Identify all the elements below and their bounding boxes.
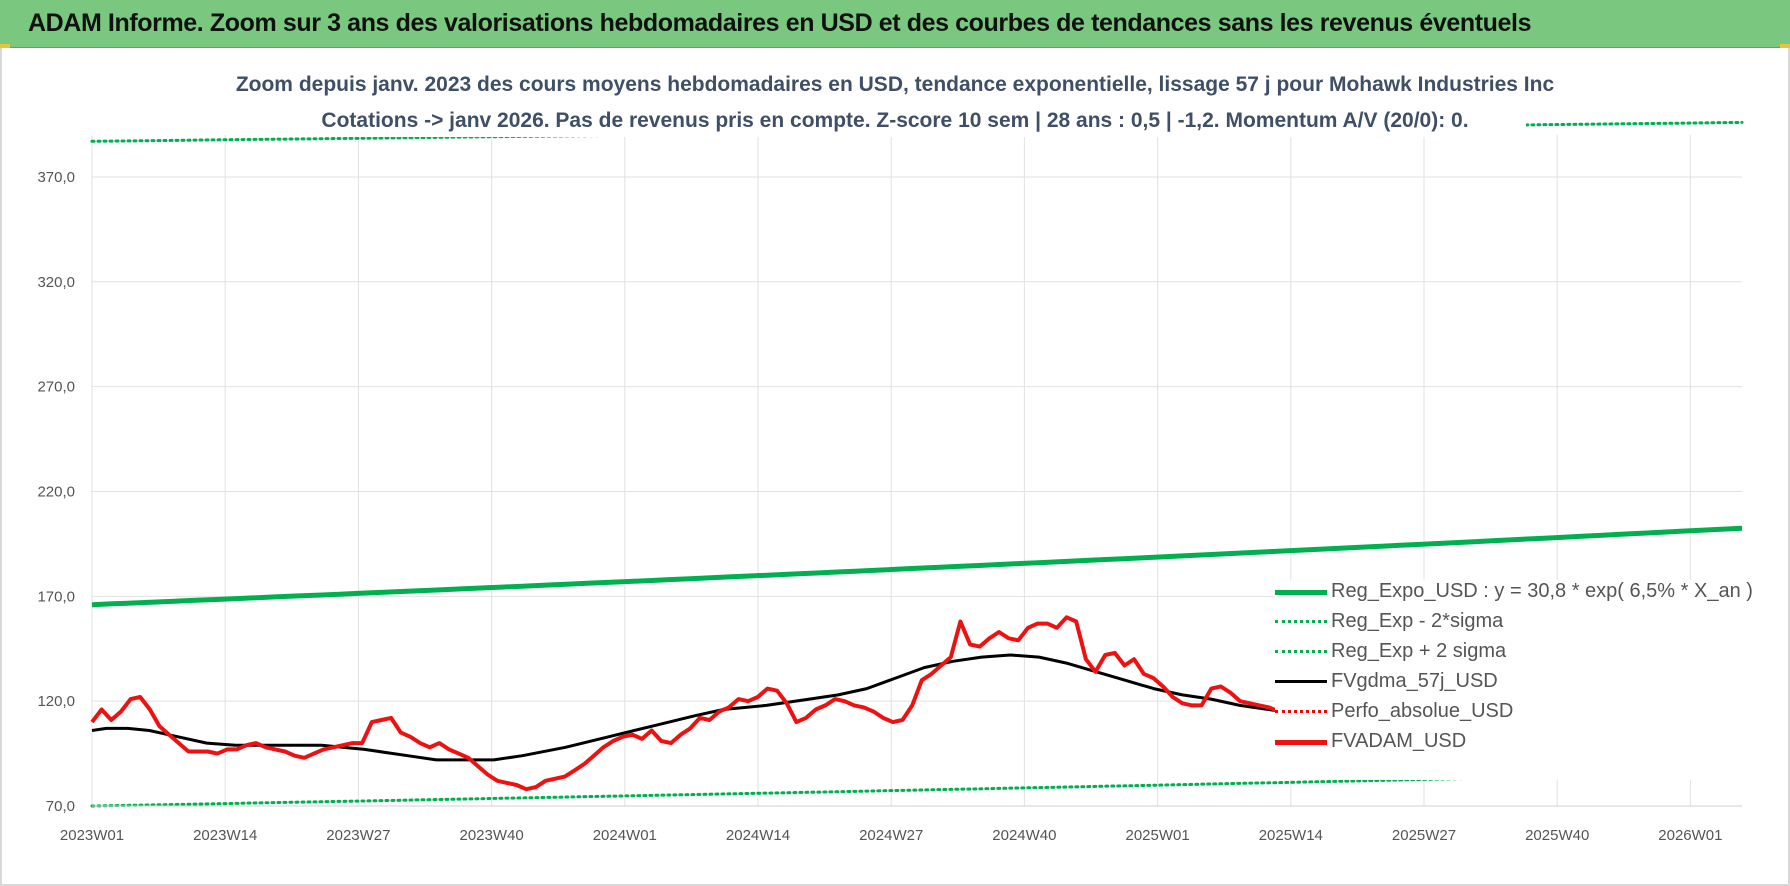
x-tick-label: 2026W01 bbox=[1658, 827, 1722, 844]
legend-swatch-price bbox=[1275, 740, 1327, 745]
x-tick-label: 2023W01 bbox=[60, 827, 124, 844]
x-tick-label: 2025W40 bbox=[1525, 827, 1589, 844]
legend-swatch-trend bbox=[1275, 590, 1327, 595]
x-tick-label: 2023W27 bbox=[326, 827, 390, 844]
chart-frame bbox=[0, 48, 1790, 886]
legend-swatch-smooth bbox=[1275, 680, 1327, 683]
chart-legend: Reg_Expo_USD : y = 30,8 * exp( 6,5% * X_… bbox=[1275, 580, 1753, 780]
y-tick-label: 120,0 bbox=[37, 693, 75, 710]
x-tick-label: 2024W27 bbox=[859, 827, 923, 844]
legend-item-perf: Perfo_absolue_USD bbox=[1275, 700, 1745, 730]
y-tick-label: 170,0 bbox=[37, 588, 75, 605]
x-tick-label: 2025W14 bbox=[1259, 827, 1323, 844]
chart-title-line1: Zoom depuis janv. 2023 des cours moyens … bbox=[235, 73, 1555, 96]
corner-accent-left bbox=[0, 44, 10, 48]
title-mask bbox=[258, 65, 1526, 137]
y-tick-label: 220,0 bbox=[37, 483, 75, 500]
x-tick-label: 2023W40 bbox=[459, 827, 523, 844]
legend-item-lower: Reg_Exp - 2*sigma bbox=[1275, 610, 1745, 640]
legend-swatch-upper bbox=[1275, 650, 1327, 653]
x-tick-label: 2025W27 bbox=[1392, 827, 1456, 844]
legend-label-smooth: FVgdma_57j_USD bbox=[1331, 670, 1498, 692]
legend-swatch-perf bbox=[1275, 710, 1327, 713]
y-tick-label: 370,0 bbox=[37, 169, 75, 186]
y-tick-label: 70,0 bbox=[46, 798, 75, 815]
x-tick-label: 2024W40 bbox=[992, 827, 1056, 844]
legend-item-price: FVADAM_USD bbox=[1275, 730, 1745, 760]
y-tick-label: 270,0 bbox=[37, 379, 75, 396]
x-tick-label: 2024W01 bbox=[593, 827, 657, 844]
legend-label-price: FVADAM_USD bbox=[1331, 730, 1467, 752]
corner-accent-right bbox=[1780, 44, 1790, 48]
axis-layer: 70,0 120,0 170,0 220,0 270,0 320,0 370,0 2023W0… bbox=[37, 169, 1742, 844]
legend-item-trend: Reg_Expo_USD : y = 30,8 * exp( 6,5% * X_… bbox=[1275, 580, 1753, 610]
x-tick-label: 2023W14 bbox=[193, 827, 257, 844]
title-banner: ADAM Informe. Zoom sur 3 ans des valoris… bbox=[0, 0, 1790, 48]
y-tick-label: 320,0 bbox=[37, 274, 75, 291]
legend-swatch-lower bbox=[1275, 620, 1327, 623]
legend-label-perf: Perfo_absolue_USD bbox=[1331, 700, 1514, 722]
legend-item-upper: Reg_Exp + 2 sigma bbox=[1275, 640, 1745, 670]
x-tick-label: 2025W01 bbox=[1125, 827, 1189, 844]
legend-label-trend: Reg_Expo_USD : y = 30,8 * exp( 6,5% * X_… bbox=[1331, 580, 1753, 602]
x-tick-label: 2024W14 bbox=[726, 827, 790, 844]
trend-line bbox=[91, 525, 1743, 608]
chart-title-line2: Cotations -> janv 2026. Pas de revenus p… bbox=[321, 109, 1469, 132]
legend-label-lower: Reg_Exp - 2*sigma bbox=[1331, 610, 1504, 632]
legend-item-smooth: FVgdma_57j_USD bbox=[1275, 670, 1745, 700]
legend-label-upper: Reg_Exp + 2 sigma bbox=[1331, 640, 1507, 662]
grid-layer bbox=[91, 135, 1742, 807]
banner-title: ADAM Informe. Zoom sur 3 ans des valoris… bbox=[28, 9, 1532, 37]
